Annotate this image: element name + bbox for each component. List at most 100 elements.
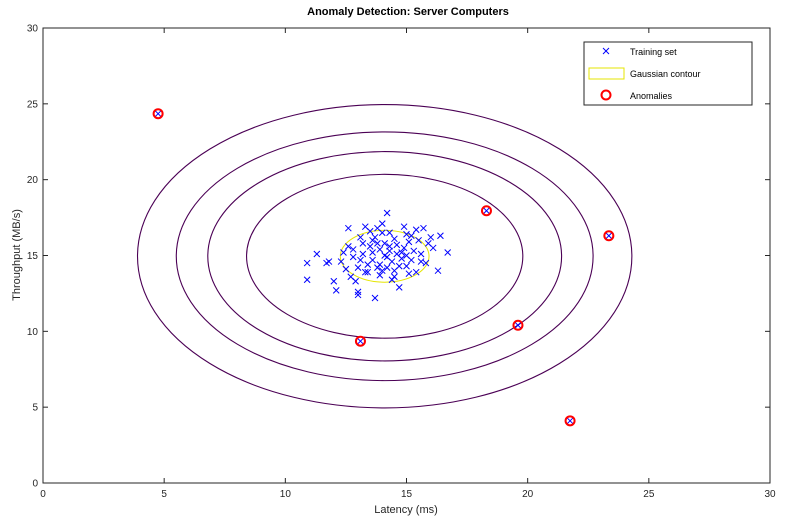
training-point-stroke: [420, 224, 427, 232]
training-point: [374, 240, 381, 247]
training-point: [359, 250, 367, 258]
training-point-stroke: [349, 253, 357, 261]
training-point-stroke: [393, 241, 401, 249]
training-point-stroke: [378, 267, 386, 275]
training-point-stroke: [344, 243, 352, 250]
training-point: [347, 273, 355, 281]
y-tick-label: 5: [32, 403, 38, 414]
training-point: [403, 230, 410, 238]
training-point: [400, 223, 408, 231]
training-point-stroke: [366, 227, 374, 235]
training-point-stroke: [444, 249, 452, 256]
training-point-stroke: [313, 250, 321, 258]
training-point-stroke: [344, 224, 352, 232]
training-point: [386, 229, 393, 237]
training-point-stroke: [391, 267, 398, 275]
training-point: [427, 233, 435, 241]
training-point-stroke: [381, 240, 389, 247]
training-point: [376, 271, 384, 279]
training-point-stroke: [366, 243, 374, 250]
training-point: [349, 246, 357, 253]
training-point: [383, 264, 391, 271]
training-point: [357, 256, 364, 264]
training-point: [313, 250, 321, 258]
training-point-stroke: [386, 247, 393, 255]
training-point: [303, 276, 311, 284]
training-points: [303, 209, 452, 302]
training-point: [424, 240, 432, 247]
training-point: [366, 227, 374, 235]
training-point-stroke: [354, 288, 362, 296]
training-point-stroke: [429, 244, 437, 252]
training-point-stroke: [371, 294, 379, 302]
training-point-stroke: [369, 249, 376, 256]
training-point: [361, 268, 369, 276]
training-point-stroke: [376, 261, 384, 268]
training-point: [395, 283, 403, 291]
training-point: [407, 232, 415, 240]
training-point-stroke: [361, 268, 369, 276]
training-point-stroke: [407, 232, 415, 240]
training-point: [303, 259, 311, 267]
y-tick-label: 10: [27, 327, 39, 338]
training-point: [344, 224, 352, 232]
training-point-stroke: [405, 238, 413, 246]
training-point: [366, 243, 374, 250]
training-point-stroke: [340, 249, 347, 256]
training-point: [354, 288, 362, 296]
contour-layer: [136, 104, 633, 409]
training-point-stroke: [415, 236, 422, 244]
training-point-stroke: [354, 291, 362, 299]
training-point: [354, 264, 362, 271]
training-point-stroke: [403, 252, 410, 259]
training-point-stroke: [383, 253, 391, 261]
anomaly-x-stroke: [605, 232, 613, 240]
training-point: [400, 244, 408, 252]
training-point: [340, 249, 347, 256]
training-point-stroke: [374, 240, 381, 247]
training-point-stroke: [337, 258, 345, 265]
anomaly-circle: [480, 205, 492, 217]
training-point-stroke: [388, 258, 396, 265]
training-point-stroke: [398, 255, 406, 262]
training-point-stroke: [417, 250, 425, 258]
training-point: [393, 241, 401, 249]
training-point-stroke: [434, 267, 442, 275]
anomaly-point: [480, 205, 492, 217]
training-point-stroke: [410, 247, 418, 255]
y-tick-label: 25: [27, 99, 39, 110]
anomaly-x-stroke: [357, 337, 364, 345]
training-point: [398, 249, 406, 256]
training-point: [383, 253, 391, 261]
anomaly-x-stroke: [154, 110, 162, 118]
anomaly-circle: [512, 319, 524, 331]
legend-label-training: Training set: [630, 47, 677, 57]
training-point: [383, 209, 391, 217]
legend-box: [583, 41, 753, 106]
training-point-stroke: [437, 232, 444, 240]
x-tick-label: 10: [280, 489, 292, 500]
anomaly-x-stroke: [514, 321, 522, 329]
training-point: [393, 250, 401, 258]
training-point-stroke: [383, 209, 391, 217]
anomaly-circle: [354, 335, 366, 347]
y-axis: 0 5 10 15 20 25 30: [27, 24, 770, 490]
y-tick-label: 15: [27, 251, 39, 262]
training-point: [371, 294, 379, 302]
training-point: [349, 253, 357, 261]
x-tick-label: 0: [40, 489, 46, 500]
x-tick-label: 20: [522, 489, 534, 500]
training-point-stroke: [352, 277, 359, 285]
training-point: [325, 258, 333, 265]
training-point: [405, 238, 413, 246]
training-point-stroke: [371, 233, 379, 241]
training-point: [417, 258, 425, 265]
x-axis: 0 5 10 15 20 25 30: [40, 28, 776, 500]
training-point-stroke: [357, 256, 364, 264]
training-point-stroke: [427, 233, 435, 241]
y-tick-label: 20: [27, 175, 39, 186]
y-tick-label: 30: [27, 24, 39, 35]
training-point: [342, 265, 350, 273]
y-axis-label: Throughput (MB/s): [11, 209, 23, 301]
training-point: [330, 277, 338, 285]
